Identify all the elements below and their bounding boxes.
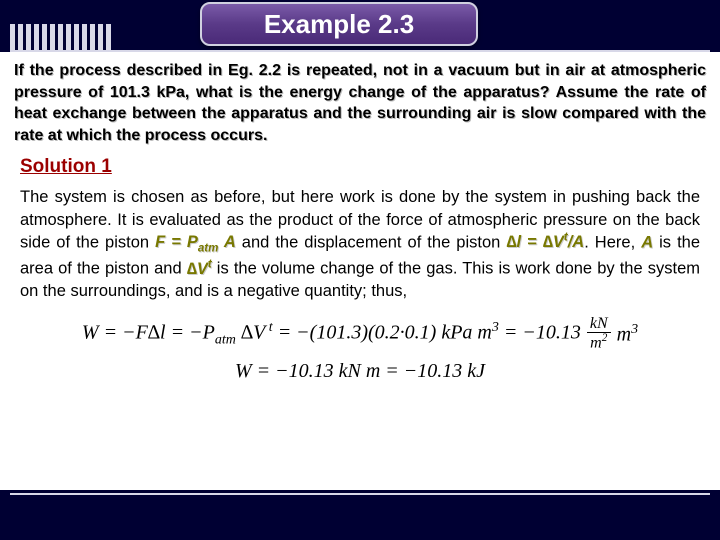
formula-displacement: ∆l = ∆Vt/A xyxy=(506,233,584,251)
eq1-fraction: kN m2 xyxy=(587,316,611,351)
content-area: If the process described in Eg. 2.2 is r… xyxy=(0,52,720,490)
solution-text-post1: . Here, xyxy=(584,233,641,251)
formula-force: F = Patm A xyxy=(155,233,236,251)
formula-volume: ∆Vt xyxy=(187,260,212,278)
equation-line-2: W = −10.13 kN m = −10.13 kJ xyxy=(14,360,706,383)
solution-body: The system is chosen as before, but here… xyxy=(14,186,706,302)
title-underline xyxy=(10,50,710,52)
title-text: Example 2.3 xyxy=(264,9,414,40)
equation-block: W = −F∆l = −Patm ∆V t = −(101.3)(0.2·0.1… xyxy=(14,316,706,382)
solution-header: Solution 1 xyxy=(20,156,706,178)
problem-statement: If the process described in Eg. 2.2 is r… xyxy=(14,60,706,146)
eq1-main: W = −F∆l = −Patm ∆V t = −(101.3)(0.2·0.1… xyxy=(82,320,581,349)
equation-line-1: W = −F∆l = −Patm ∆V t = −(101.3)(0.2·0.1… xyxy=(14,316,706,351)
frac-numerator: kN xyxy=(587,316,611,333)
decorative-stripes xyxy=(10,24,111,52)
title-bar: Example 2.3 xyxy=(0,0,720,52)
eq1-tail: m3 xyxy=(617,322,638,347)
frac-denominator: m2 xyxy=(587,333,610,351)
eq2-text: W = −10.13 kN m = −10.13 kJ xyxy=(235,360,485,383)
footer-underline xyxy=(10,493,710,495)
title-badge: Example 2.3 xyxy=(200,2,478,46)
solution-text-mid: and the displacement of the piston xyxy=(236,233,507,251)
formula-area: A xyxy=(641,233,653,251)
